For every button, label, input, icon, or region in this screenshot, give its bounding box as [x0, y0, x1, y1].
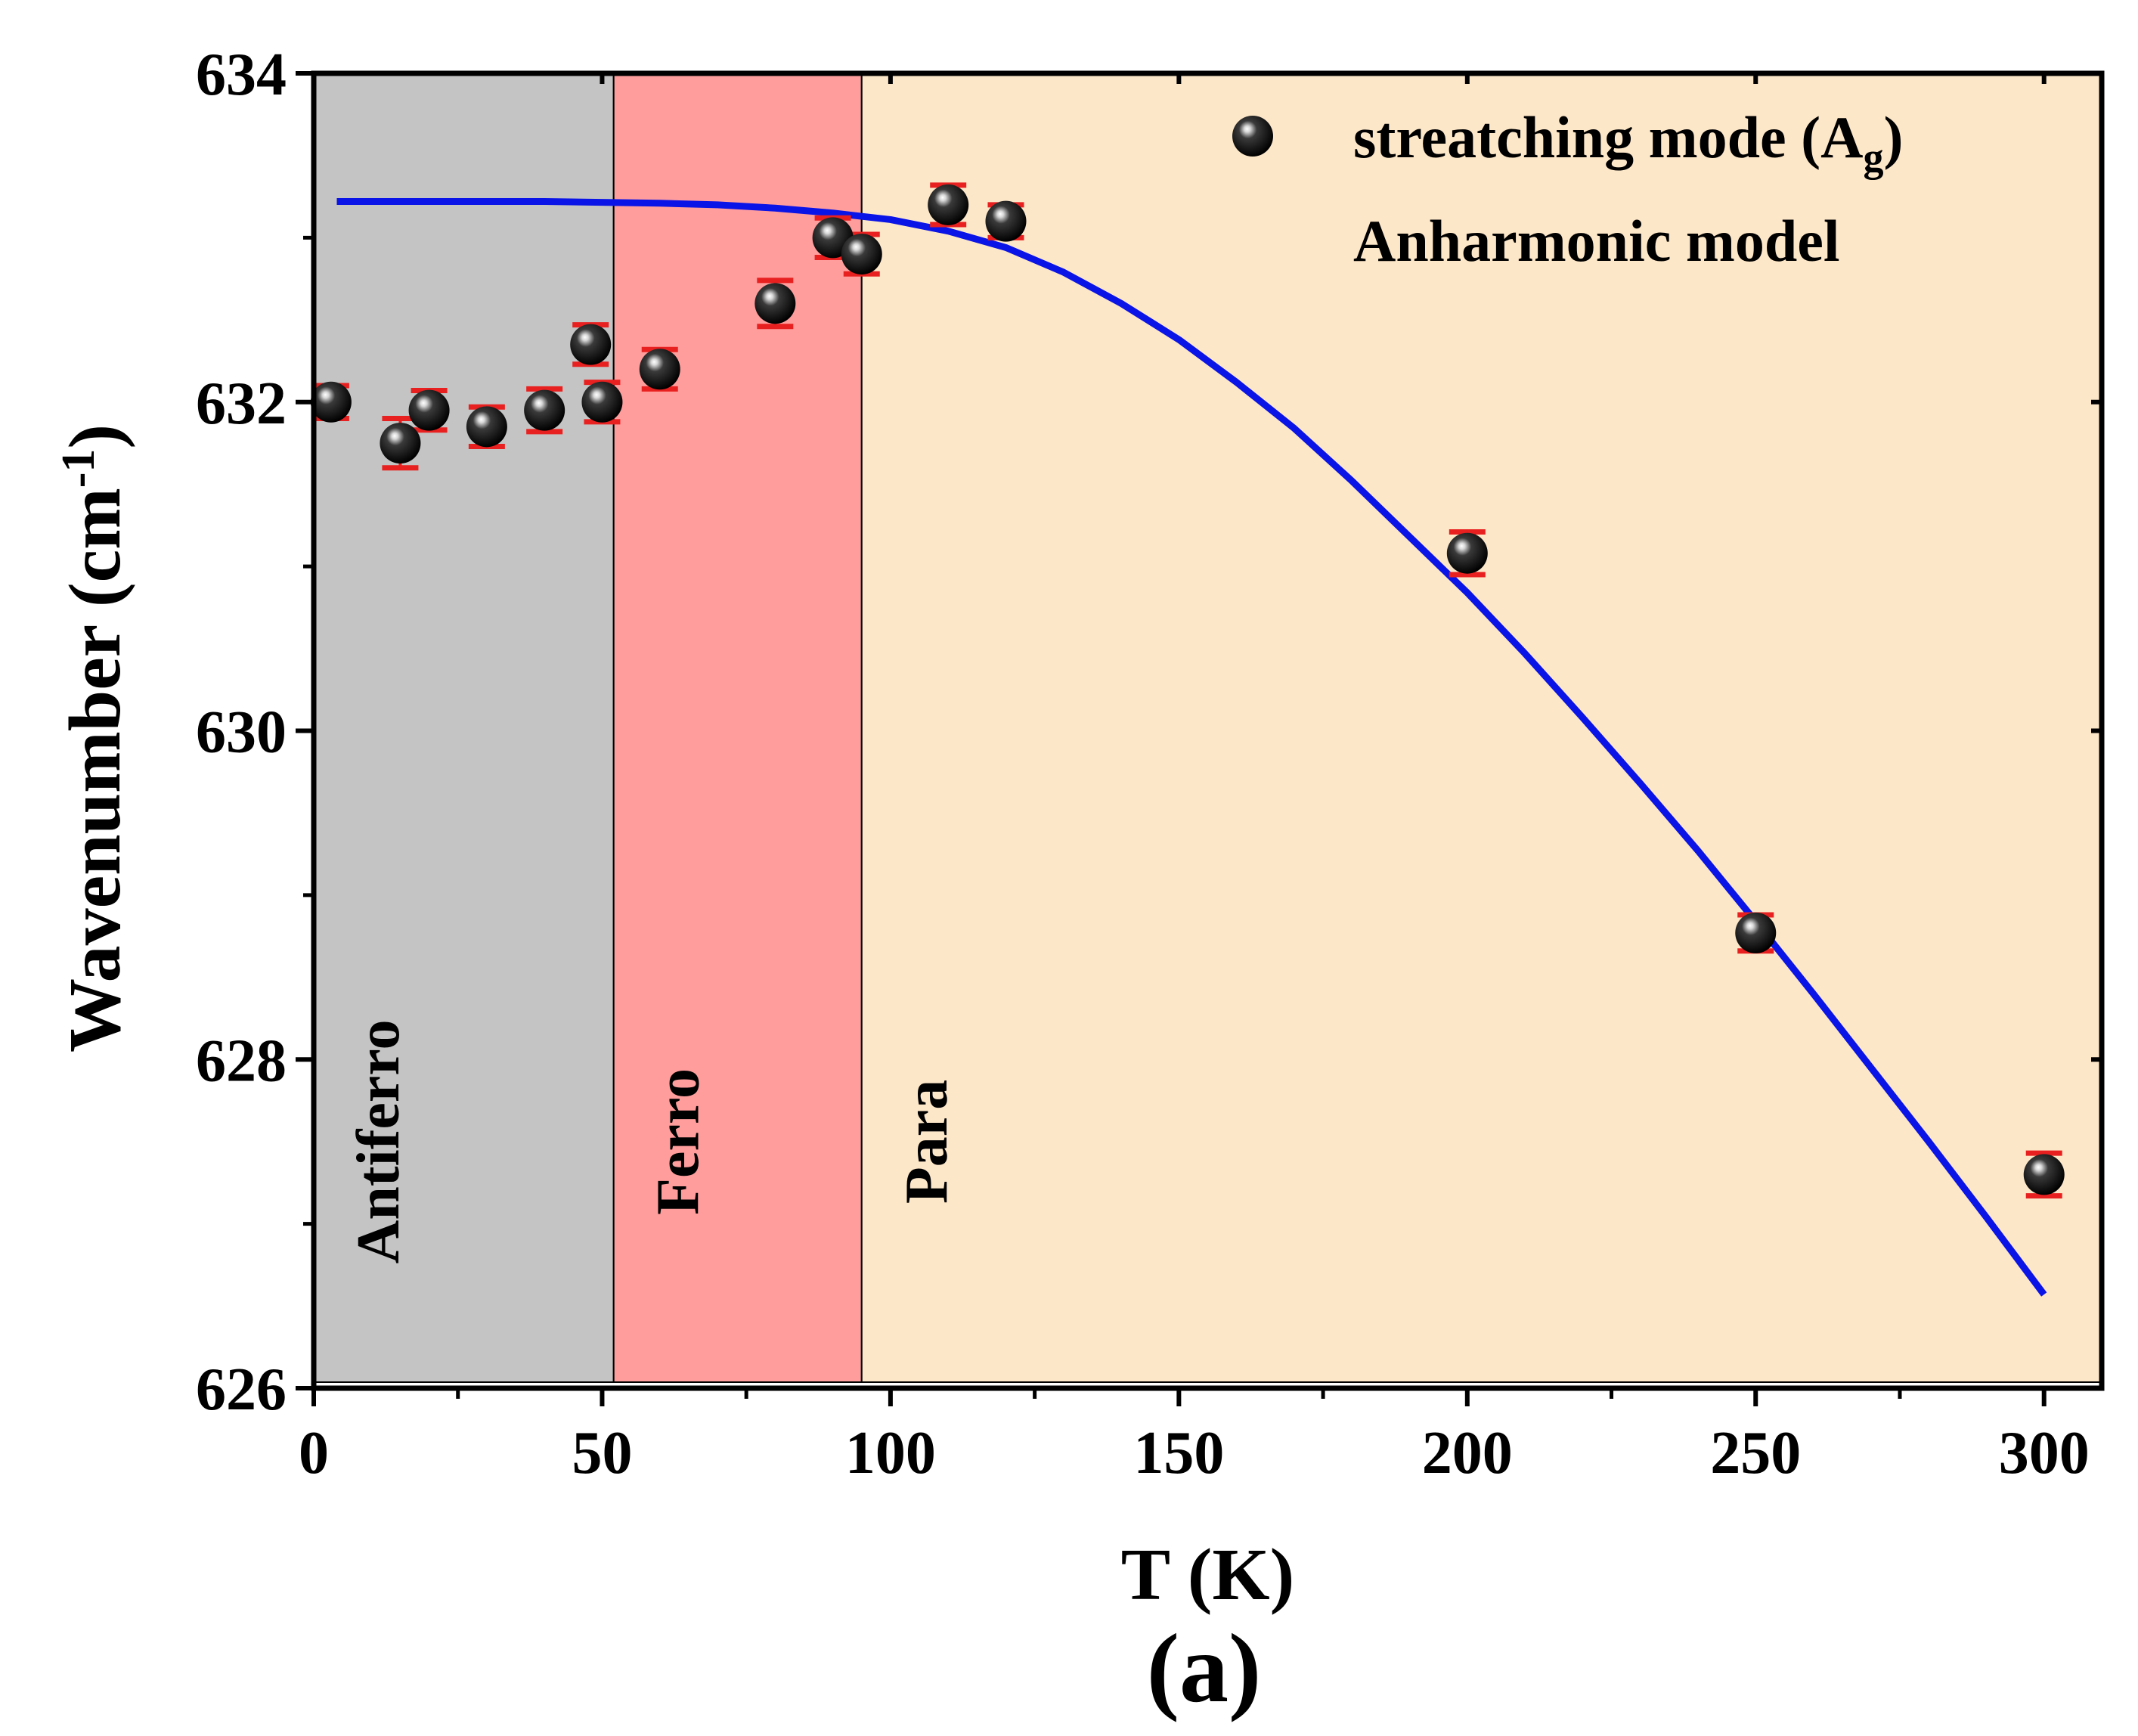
data-point: [841, 234, 882, 275]
x-tick-label: 100: [845, 1420, 936, 1486]
x-tick-label: 200: [1422, 1420, 1513, 1486]
anharmonic-fit-line: [336, 198, 2047, 1297]
data-point: [928, 184, 969, 225]
region-antiferro: [313, 73, 615, 1383]
y-axis-label: Wavenumber (cm-1): [53, 424, 136, 1052]
y-tick-label: 630: [196, 699, 287, 766]
data-point: [1446, 532, 1488, 574]
data-point: [639, 349, 680, 390]
phase-regions: [313, 73, 2102, 1383]
x-tick-label: 50: [572, 1420, 632, 1486]
data-point: [581, 381, 623, 423]
y-tick-label: 632: [196, 370, 287, 437]
region-ferro: [612, 73, 863, 1383]
legend-marker-stretching: [1232, 116, 1273, 157]
y-tick-label: 626: [196, 1356, 287, 1423]
legend: streatching mode (Ag) Anharmonic model: [1232, 104, 1903, 274]
region-label-ferro: Ferro: [646, 1068, 712, 1215]
panel-label: (a): [1147, 1614, 1262, 1723]
y-axis-label-close: ): [54, 424, 136, 449]
y-axis-label-sup: -1: [53, 449, 104, 488]
legend-label-stretching: streatching mode (Ag): [1353, 104, 1903, 180]
x-tick-label: 300: [1999, 1420, 2090, 1486]
data-point: [380, 423, 421, 464]
region-label-para: Para: [894, 1080, 960, 1204]
data-point: [408, 389, 450, 431]
data-point: [570, 324, 612, 365]
axes: 0 50 100 150 200 250 300 626 628 630 632 634: [196, 42, 2105, 1486]
x-axis-label: T (K): [1121, 1534, 1295, 1616]
data-point-layer: [310, 184, 2065, 1195]
data-point: [754, 283, 796, 324]
x-tick-label: 0: [299, 1420, 329, 1486]
data-point: [310, 381, 352, 423]
fit-line-layer: [336, 198, 2047, 1297]
y-tick-label: 628: [196, 1028, 287, 1094]
region-label-layer: Antiferro Ferro Para: [345, 1020, 960, 1264]
data-point: [524, 389, 565, 431]
y-tick-label: 634: [196, 42, 287, 108]
x-tick-label: 250: [1710, 1420, 1801, 1486]
data-point: [1735, 912, 1777, 953]
data-point: [466, 406, 507, 448]
data-point: [2023, 1154, 2065, 1195]
y-axis-label-main: Wavenumber (cm: [54, 488, 136, 1052]
data-point: [985, 200, 1027, 242]
legend-label-anharmonic: Anharmonic model: [1353, 208, 1840, 274]
x-tick-label: 150: [1133, 1420, 1224, 1486]
region-label-antiferro: Antiferro: [345, 1020, 412, 1264]
